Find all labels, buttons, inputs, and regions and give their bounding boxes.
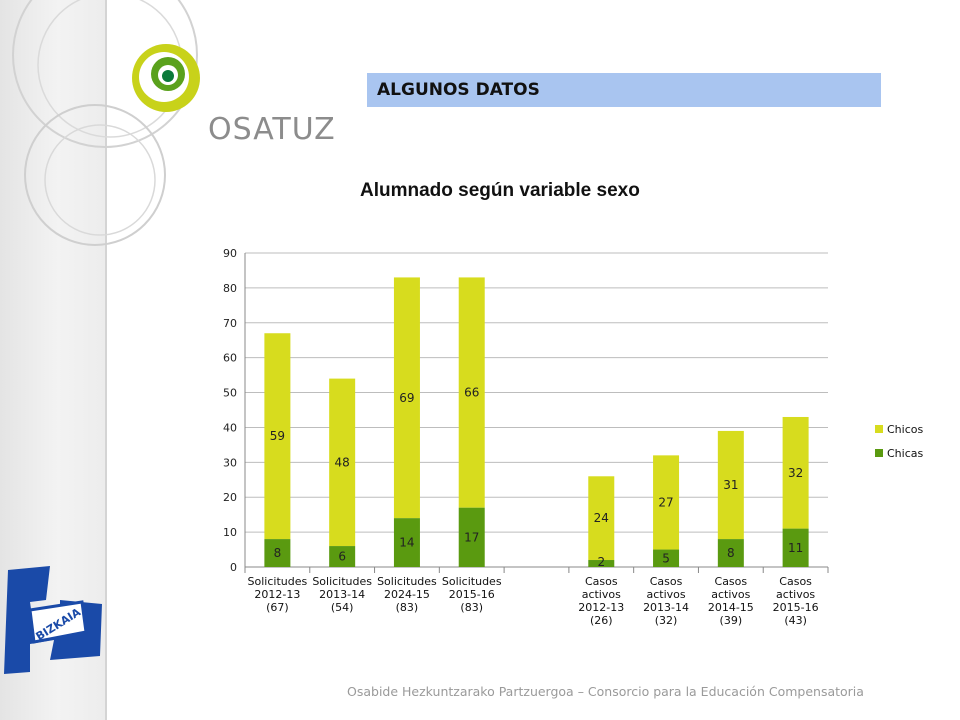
x-tick-label: 2012-13 (578, 601, 624, 614)
x-tick-label: (54) (331, 601, 354, 614)
x-tick-label: 2014-15 (708, 601, 754, 614)
data-label-chicas: 17 (464, 530, 479, 544)
bar-chicos (458, 277, 485, 508)
deco-circle-4 (44, 124, 156, 236)
y-tick-label: 80 (223, 282, 237, 295)
bar-chicas (782, 528, 809, 567)
x-tick-label: activos (646, 588, 685, 601)
x-tick-label: (26) (590, 614, 613, 627)
x-tick-label: (32) (655, 614, 678, 627)
data-label-chicas: 6 (338, 550, 346, 564)
x-tick-label: 2013-14 (643, 601, 689, 614)
bar-chicos (393, 277, 420, 519)
bar-chicos (588, 476, 615, 561)
deco-circle-1 (12, 0, 198, 148)
y-tick-label: 50 (223, 387, 237, 400)
x-tick-label: 2015-16 (449, 588, 495, 601)
bar-chicos (264, 333, 291, 540)
x-tick-label: 2024-15 (384, 588, 430, 601)
legend-label: Chicos (887, 423, 923, 436)
x-tick-label: (39) (720, 614, 743, 627)
x-tick-label: activos (711, 588, 750, 601)
osatuz-logo-icon (132, 44, 200, 112)
y-tick-label: 90 (223, 247, 237, 260)
deco-circle-3 (24, 104, 166, 246)
x-tick-label: 2012-13 (254, 588, 300, 601)
chart-title: Alumnado según variable sexo (360, 180, 640, 201)
x-tick-label: Solicitudes (442, 575, 502, 588)
sidebar-divider (105, 0, 107, 720)
data-label-chicos: 24 (594, 511, 609, 525)
y-tick-label: 20 (223, 491, 237, 504)
bar-chicas (329, 546, 356, 567)
legend-swatch (875, 425, 883, 433)
x-tick-label: 2013-14 (319, 588, 365, 601)
legend-label: Chicas (887, 447, 923, 460)
stacked-bar-chart: 0102030405060708090598Solicitudes2012-13… (223, 247, 923, 627)
bizkaia-label-box (28, 600, 88, 644)
x-tick-label: Casos (650, 575, 683, 588)
data-label-chicos: 59 (270, 429, 285, 443)
bar-chicas (393, 518, 420, 567)
x-tick-label: (43) (784, 614, 807, 627)
x-tick-label: Casos (715, 575, 748, 588)
logo-text: OSATUZ (208, 112, 336, 147)
decorative-circles (12, 0, 198, 246)
bar-chicas (264, 539, 291, 567)
footer-text: Osabide Hezkuntzarako Partzuergoa – Cons… (347, 684, 864, 699)
bizkaia-shape (4, 566, 102, 674)
data-label-chicos: 69 (399, 391, 414, 405)
data-label-chicas: 11 (788, 541, 803, 555)
bar-chicos (717, 430, 744, 540)
bar-chicas (588, 560, 615, 567)
x-tick-label: Casos (585, 575, 618, 588)
x-tick-label: (83) (460, 601, 483, 614)
x-tick-label: (83) (396, 601, 419, 614)
header-bar: ALGUNOS DATOS (367, 73, 881, 107)
x-tick-label: Solicitudes (312, 575, 372, 588)
bar-chicos (782, 416, 809, 529)
y-tick-label: 30 (223, 456, 237, 469)
logo-center-dot (162, 70, 174, 82)
y-tick-label: 10 (223, 526, 237, 539)
x-tick-label: Solicitudes (248, 575, 308, 588)
x-tick-label: (67) (266, 601, 289, 614)
data-label-chicas: 8 (727, 546, 735, 560)
data-label-chicas: 8 (274, 546, 282, 560)
data-label-chicos: 32 (788, 466, 803, 480)
y-tick-label: 60 (223, 352, 237, 365)
data-label-chicas: 5 (662, 551, 670, 565)
bar-chicas (458, 507, 485, 567)
header-title: ALGUNOS DATOS (377, 80, 540, 100)
x-tick-label: Casos (779, 575, 812, 588)
data-label-chicas: 2 (597, 555, 605, 569)
y-tick-label: 70 (223, 317, 237, 330)
data-label-chicos: 31 (723, 478, 738, 492)
y-tick-label: 0 (230, 561, 237, 574)
data-label-chicas: 14 (399, 536, 414, 550)
legend-swatch (875, 449, 883, 457)
bar-chicos (653, 455, 680, 550)
x-tick-label: 2015-16 (773, 601, 819, 614)
bar-chicas (717, 539, 744, 567)
bar-chicos (329, 378, 356, 547)
x-tick-label: activos (776, 588, 815, 601)
x-tick-label: activos (582, 588, 621, 601)
data-label-chicos: 48 (335, 455, 350, 469)
x-tick-label: Solicitudes (377, 575, 437, 588)
data-label-chicos: 66 (464, 386, 479, 400)
data-label-chicos: 27 (658, 495, 673, 509)
bizkaia-logo-icon: BIZKAIA (4, 566, 102, 674)
bar-chicas (653, 549, 680, 567)
y-tick-label: 40 (223, 421, 237, 434)
